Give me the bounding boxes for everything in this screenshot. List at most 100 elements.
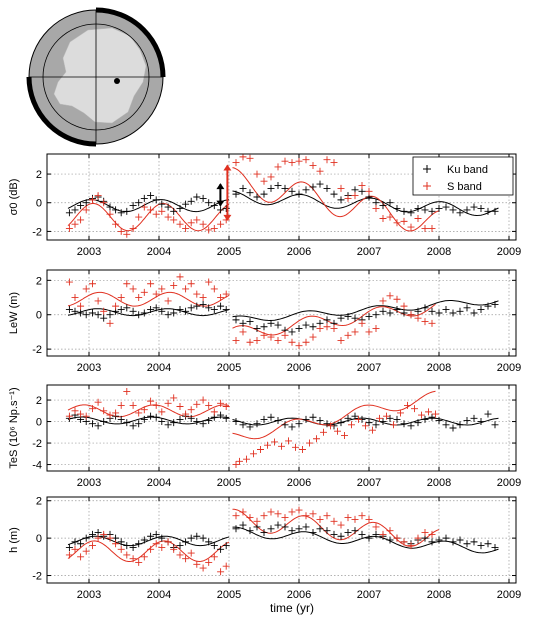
- data-point-s-band: [82, 285, 90, 293]
- data-point-ku-band: [309, 183, 317, 191]
- data-point-s-band: [302, 156, 310, 164]
- data-point-ku-band: [344, 312, 352, 320]
- legend-marker-ku: [423, 165, 431, 173]
- plot-area: [47, 385, 516, 471]
- data-point-s-band: [260, 512, 268, 520]
- data-point-s-band: [302, 512, 310, 520]
- data-point-ku-band: [260, 190, 268, 198]
- data-point-ku-band: [193, 302, 201, 310]
- data-point-s-band: [94, 297, 102, 305]
- data-point-s-band: [217, 220, 225, 228]
- y-tick-label: 2: [36, 496, 42, 508]
- data-point-s-band: [106, 534, 114, 542]
- data-point-ku-band: [358, 530, 366, 538]
- data-point-s-band: [158, 285, 166, 293]
- data-point-ku-band: [182, 538, 190, 546]
- data-point-s-band: [89, 196, 96, 204]
- data-point-ku-band: [170, 309, 178, 317]
- data-point-s-band: [302, 338, 310, 346]
- data-point-ku-band: [239, 319, 247, 327]
- data-point-s-band: [404, 401, 411, 409]
- data-point-s-band: [386, 213, 394, 221]
- data-point-ku-band: [193, 193, 201, 201]
- data-point-s-band: [176, 220, 184, 228]
- data-point-ku-band: [217, 545, 225, 553]
- data-point-ku-band: [182, 200, 190, 208]
- data-point-ku-band: [477, 204, 485, 212]
- data-point-ku-band: [187, 197, 195, 205]
- data-point-s-band: [222, 562, 230, 570]
- data-point-s-band: [351, 328, 359, 336]
- data-point-ku-band: [428, 538, 436, 546]
- data-point-ku-band: [470, 538, 478, 546]
- data-point-ku-band: [295, 420, 303, 428]
- axes-frame: [46, 384, 517, 472]
- data-point-ku-band: [386, 309, 394, 317]
- data-point-ku-band: [199, 534, 207, 542]
- data-point-s-band: [351, 515, 359, 523]
- data-point-ku-band: [463, 540, 471, 548]
- data-point-s-band: [390, 421, 397, 429]
- data-point-ku-band: [222, 414, 230, 422]
- data-point-s-band: [112, 540, 120, 548]
- data-point-ku-band: [372, 421, 380, 429]
- data-point-ku-band: [351, 527, 359, 535]
- data-point-ku-band: [65, 543, 73, 551]
- data-point-ku-band: [205, 304, 213, 312]
- data-point-s-band: [253, 517, 261, 525]
- data-point-ku-band: [94, 311, 102, 319]
- data-point-ku-band: [239, 184, 247, 192]
- data-point-s-band: [376, 414, 383, 422]
- axes-frame: [46, 269, 517, 357]
- panel-1: 2003 2004 2005 2006 2007 2008 2009 -2 0 2 σ0 (dB) K…: [8, 153, 521, 258]
- data-point-ku-band: [222, 306, 230, 314]
- data-point-s-band: [222, 403, 230, 410]
- data-point-s-band: [77, 216, 85, 224]
- data-point-ku-band: [421, 304, 429, 312]
- data-point-ku-band: [239, 521, 247, 529]
- data-point-s-band: [187, 549, 195, 557]
- data-point-ku-band: [281, 184, 289, 192]
- y-axis-label: σ0 (dB): [8, 179, 20, 216]
- data-point-s-band: [205, 278, 213, 286]
- panel-2: 2003 2004 2005 2006 2007 2008 2009 -2 0 2 LeW (m): [8, 269, 521, 374]
- y-tick-label: -2: [32, 226, 42, 238]
- data-point-ku-band: [176, 204, 184, 212]
- data-point-s-band: [267, 508, 275, 516]
- data-point-ku-band: [246, 318, 254, 326]
- data-point-ku-band: [232, 190, 240, 198]
- data-point-ku-band: [71, 307, 79, 315]
- data-point-s-band: [170, 216, 178, 224]
- data-point-ku-band: [210, 306, 218, 314]
- data-point-ku-band: [158, 418, 166, 426]
- data-point-s-band: [135, 294, 143, 302]
- data-point-ku-band: [112, 206, 120, 214]
- data-point-s-band: [210, 408, 218, 416]
- data-point-ku-band: [337, 532, 345, 540]
- data-point-s-band: [372, 324, 380, 332]
- data-point-s-band: [306, 439, 313, 447]
- fit-curve-s-band: [67, 203, 230, 232]
- data-point-ku-band: [386, 199, 394, 207]
- data-point-s-band: [193, 216, 201, 224]
- data-point-s-band: [428, 530, 436, 538]
- data-point-ku-band: [176, 542, 184, 550]
- legend-label-ku: Ku band: [447, 164, 488, 176]
- data-point-ku-band: [302, 415, 310, 423]
- data-point-ku-band: [199, 300, 207, 308]
- data-point-ku-band: [152, 530, 160, 538]
- data-point-ku-band: [491, 421, 499, 429]
- data-point-ku-band: [379, 202, 387, 210]
- data-point-s-band: [295, 506, 303, 514]
- data-point-s-band: [288, 508, 296, 516]
- data-point-ku-band: [253, 193, 261, 201]
- data-point-s-band: [379, 215, 387, 222]
- data-point-s-band: [428, 225, 436, 233]
- data-point-s-band: [94, 398, 102, 406]
- data-point-s-band: [309, 510, 317, 518]
- data-point-s-band: [365, 328, 373, 336]
- data-point-s-band: [205, 558, 213, 566]
- data-point-s-band: [176, 273, 184, 281]
- data-point-ku-band: [435, 416, 443, 424]
- data-point-ku-band: [117, 306, 125, 314]
